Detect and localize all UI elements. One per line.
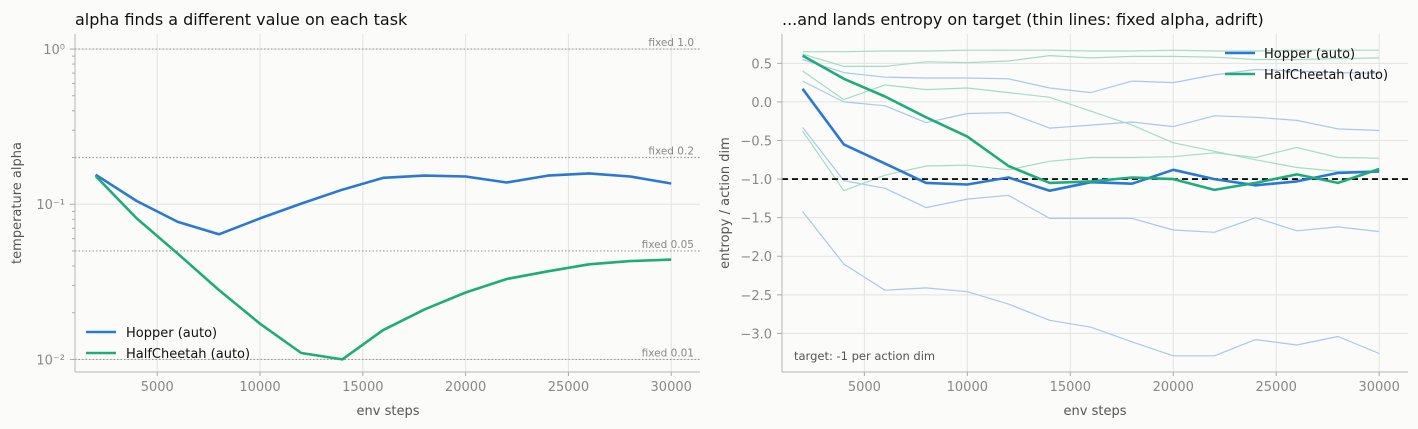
entropy-fixed-alpha-line-4 bbox=[802, 49, 1380, 53]
alpha-x-tick-label: 30000 bbox=[651, 380, 692, 395]
alpha-reference-label: fixed 0.2 bbox=[648, 146, 694, 158]
alpha-y-tick-label: 10⁻¹ bbox=[36, 198, 65, 213]
entropy-series-line-1 bbox=[801, 54, 1380, 192]
entropy-fixed-alpha-lines bbox=[802, 49, 1380, 357]
alpha-legend-label: HalfCheetah (auto) bbox=[126, 347, 250, 362]
entropy-x-tick-label: 30000 bbox=[1358, 380, 1399, 395]
entropy-y-tick-label: −2.0 bbox=[740, 250, 772, 265]
entropy-fixed-alpha-line-5 bbox=[802, 53, 1380, 67]
entropy-x-tick-label: 5000 bbox=[848, 380, 881, 395]
alpha-x-tick-label: 5000 bbox=[141, 380, 174, 395]
alpha-panel: alpha finds a different value on each ta… bbox=[10, 10, 700, 419]
entropy-fixed-alpha-line-7 bbox=[802, 130, 1380, 192]
alpha-reference-label: fixed 0.01 bbox=[642, 347, 694, 359]
alpha-grid bbox=[75, 34, 700, 372]
alpha-x-tick-label: 10000 bbox=[239, 380, 280, 395]
alpha-x-tick-label: 15000 bbox=[342, 380, 383, 395]
alpha-panel-title: alpha finds a different value on each ta… bbox=[75, 10, 408, 29]
alpha-y-tick-label: 10⁰ bbox=[43, 43, 65, 58]
alpha-reference-label: fixed 1.0 bbox=[648, 37, 694, 49]
alpha-x-tick-label: 20000 bbox=[445, 380, 486, 395]
entropy-y-axis-label: entropy / action dim bbox=[718, 137, 733, 269]
entropy-y-tick-label: −3.0 bbox=[740, 327, 772, 342]
entropy-axes: 5000 10000 15000 20000 25000 30000 0.5 0.0 −0.5 −… bbox=[740, 34, 1408, 395]
entropy-y-tick-label: −0.5 bbox=[740, 134, 772, 149]
entropy-fixed-alpha-line-2 bbox=[802, 127, 1380, 233]
alpha-x-axis-label: env steps bbox=[357, 404, 420, 419]
alpha-legend: Hopper (auto) HalfCheetah (auto) bbox=[86, 326, 250, 362]
alpha-reference-lines: fixed 1.0 fixed 0.2 fixed 0.05 fixed 0.01 bbox=[75, 37, 700, 361]
alpha-axes: 5000 10000 15000 20000 25000 30000 10⁻² 10⁻¹ 10⁰ bbox=[36, 34, 700, 395]
entropy-x-tick-label: 20000 bbox=[1153, 380, 1194, 395]
alpha-y-tick-label: 10⁻² bbox=[36, 353, 65, 368]
entropy-fixed-alpha-line-6 bbox=[802, 70, 1380, 172]
entropy-y-tick-label: −2.5 bbox=[740, 289, 772, 304]
alpha-series-line-1 bbox=[94, 175, 672, 361]
entropy-y-tick-label: 0.5 bbox=[751, 57, 772, 72]
entropy-x-tick-label: 15000 bbox=[1050, 380, 1091, 395]
alpha-series-line-0 bbox=[94, 172, 672, 236]
entropy-y-tick-label: −1.0 bbox=[740, 173, 772, 188]
entropy-legend-label: HalfCheetah (auto) bbox=[1264, 68, 1388, 83]
entropy-legend-label: Hopper (auto) bbox=[1264, 47, 1355, 62]
alpha-legend-label: Hopper (auto) bbox=[126, 326, 217, 341]
target-annotation: target: -1 per action dim bbox=[794, 349, 935, 363]
entropy-fixed-alpha-line-3 bbox=[802, 211, 1380, 357]
alpha-y-axis-label: temperature alpha bbox=[10, 142, 25, 264]
entropy-x-tick-label: 25000 bbox=[1256, 380, 1297, 395]
entropy-fixed-alpha-line-1 bbox=[802, 80, 1380, 132]
entropy-y-tick-label: 0.0 bbox=[751, 96, 772, 111]
entropy-panel-title: ...and lands entropy on target (thin lin… bbox=[782, 10, 1264, 29]
entropy-fixed-alpha-line-0 bbox=[802, 58, 1380, 94]
alpha-series bbox=[94, 172, 672, 361]
entropy-y-tick-label: −1.5 bbox=[740, 212, 772, 227]
alpha-x-tick-label: 25000 bbox=[548, 380, 589, 395]
entropy-series bbox=[782, 54, 1408, 192]
alpha-reference-label: fixed 0.05 bbox=[642, 239, 694, 251]
entropy-x-tick-label: 10000 bbox=[947, 380, 988, 395]
entropy-x-axis-label: env steps bbox=[1064, 404, 1127, 419]
entropy-panel: ...and lands entropy on target (thin lin… bbox=[718, 10, 1408, 419]
entropy-legend: Hopper (auto) HalfCheetah (auto) bbox=[1225, 47, 1388, 83]
entropy-grid bbox=[782, 34, 1408, 372]
